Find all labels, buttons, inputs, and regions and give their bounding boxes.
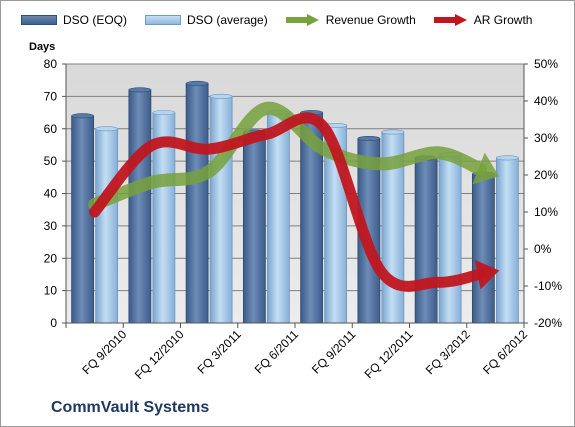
legend-arrow-green-icon [285,14,319,26]
legend-label-dso-eoq: DSO (EOQ) [63,13,128,27]
left-axis-title: Days [29,41,56,53]
bar-dso-eoq [242,131,266,324]
left-tick-label: 50 [44,154,58,168]
x-tick-label: FQ 12/2010 [132,327,187,382]
legend: DSO (EOQ) DSO (average) Revenue Growth A… [21,13,550,27]
x-tick-label: FQ 3/2012 [423,327,473,377]
legend-item-dso-eoq: DSO (EOQ) [21,13,127,27]
left-tick-label: 10 [44,284,58,298]
bar-top-dso-average [496,155,519,161]
x-tick-label: FQ 6/2011 [252,327,302,377]
bar-top-dso-average [209,93,233,99]
left-tick-label: 80 [44,57,58,71]
right-tick-label: 0% [534,242,552,256]
right-tick-label: 50% [534,57,558,71]
line-ar-growth [89,112,486,292]
left-tick-label: 30 [44,219,58,233]
bar-dso-eoq [185,83,209,324]
right-tick-label: 10% [534,205,558,219]
bar-top-dso-eoq [128,87,152,93]
right-tick-label: -20% [534,316,562,330]
x-tick-label: FQ 9/2011 [309,327,359,377]
bar-dso-eoq [471,173,495,324]
x-tick-label: FQ 9/2010 [79,327,129,377]
left-tick-label: 0 [50,316,57,330]
bar-top-dso-average [95,126,118,132]
arrowhead-revenue-growth [472,152,500,185]
bar-top-dso-average [381,129,405,135]
arrowhead-ar-growth [474,259,500,290]
right-tick-label: -10% [534,279,562,293]
bar-dso-average [266,112,290,324]
bar-top-dso-eoq [71,113,94,119]
legend-item-ar-growth: AR Growth [433,13,533,27]
legend-item-revenue-growth: Revenue Growth [285,13,416,27]
legend-label-dso-average: DSO (average) [187,13,268,27]
legend-item-dso-average: DSO (average) [145,13,268,27]
x-tick-label: FQ 12/2011 [362,327,416,381]
bar-dso-average [495,157,519,324]
right-tick-label: 40% [534,94,558,108]
right-tick-label: 30% [534,131,558,145]
bar-dso-average [438,154,462,324]
bar-dso-eoq [414,157,438,324]
bar-dso-eoq [128,89,152,324]
legend-swatch-dso-eoq [21,15,57,25]
left-tick-label: 40 [44,187,58,201]
bar-dso-average [95,128,119,324]
legend-label-revenue-growth: Revenue Growth [325,13,416,27]
left-tick-label: 20 [44,251,58,265]
legend-label-ar-growth: AR Growth [473,13,533,27]
x-tick-label: FQ 6/2012 [480,327,530,377]
legend-arrow-red-icon [433,14,467,26]
left-tick-label: 60 [44,122,58,136]
bar-top-dso-average [152,110,176,116]
bar-dso-eoq [71,115,95,324]
legend-swatch-dso-average [145,15,182,25]
x-tick-label: FQ 3/2011 [195,327,245,377]
right-tick-label: 20% [534,168,558,182]
bar-top-dso-eoq [185,80,209,86]
left-tick-label: 70 [44,89,58,103]
bar-dso-average [209,95,233,324]
company-label: CommVault Systems [51,399,210,416]
bar-top-dso-eoq [357,135,381,141]
